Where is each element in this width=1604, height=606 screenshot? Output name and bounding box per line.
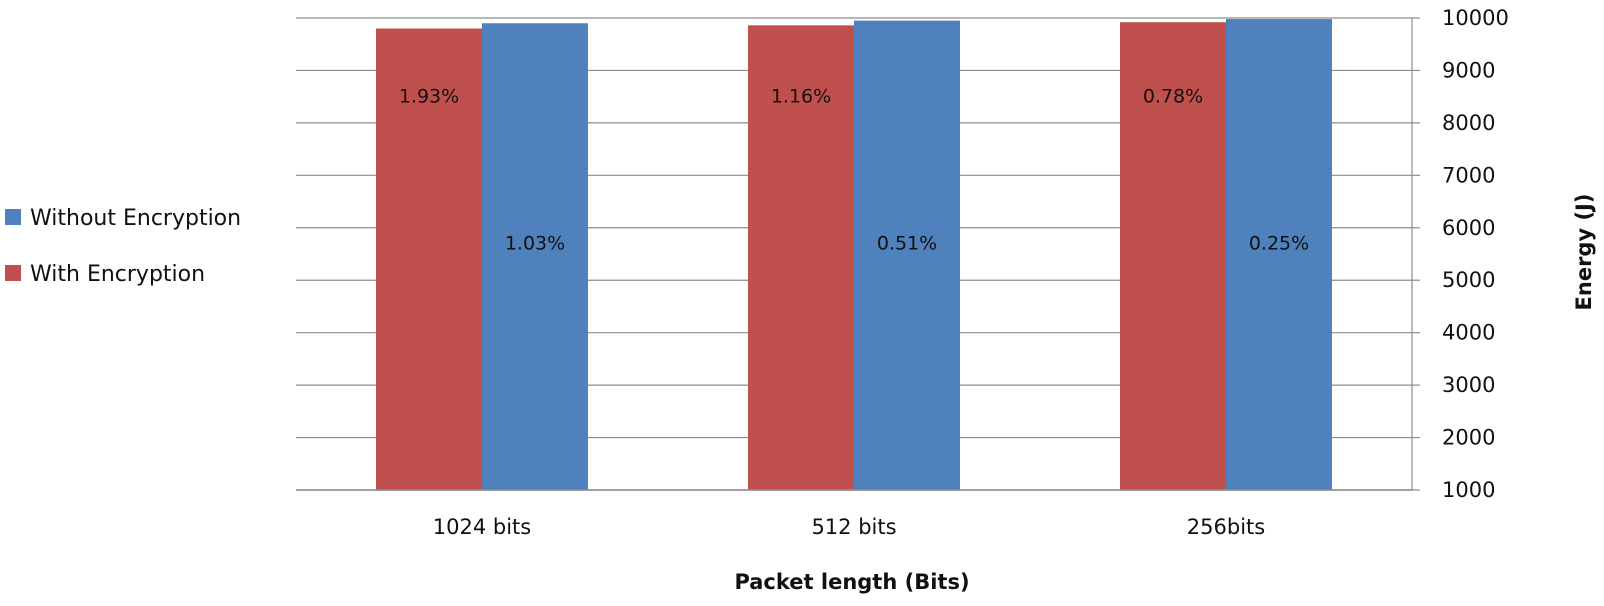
bars: [376, 19, 1332, 490]
bar-without-encryption: [854, 20, 960, 490]
bar-with-encryption: [376, 28, 482, 490]
data-label: 1.03%: [505, 232, 565, 254]
y-tick-label: 8000: [1442, 111, 1495, 135]
legend: Without Encryption With Encryption: [5, 206, 241, 287]
y-tick-label: 4000: [1442, 321, 1495, 345]
legend-swatch-with-encryption: [5, 265, 21, 281]
legend-swatch-without-encryption: [5, 209, 21, 225]
y-tick-label: 9000: [1442, 58, 1495, 82]
x-tick-label: 512 bits: [811, 515, 896, 539]
bar-without-encryption: [482, 23, 588, 490]
y-tick-label: 3000: [1442, 373, 1495, 397]
y-tick-label: 5000: [1442, 268, 1495, 292]
y-axis-title: Energy (J): [1572, 194, 1596, 311]
data-label: 0.78%: [1143, 85, 1203, 107]
data-label: 0.51%: [877, 232, 937, 254]
y-tick-label: 10000: [1442, 6, 1509, 30]
legend-label-without-encryption: Without Encryption: [30, 206, 241, 231]
data-labels: 1.93% 1.03% 1.16% 0.51% 0.78% 0.25%: [399, 85, 1309, 254]
bar-with-encryption: [1120, 22, 1226, 490]
bar-without-encryption: [1226, 19, 1332, 490]
y-tick-label: 1000: [1442, 478, 1495, 502]
data-label: 0.25%: [1249, 232, 1309, 254]
x-tick-label: 256bits: [1187, 515, 1265, 539]
data-label: 1.16%: [771, 85, 831, 107]
x-axis: 1024 bits 512 bits 256bits: [296, 489, 1412, 539]
x-tick-label: 1024 bits: [433, 515, 531, 539]
y-axis: 1000 2000 3000 4000 5000 6000 7000 8000 9000 1000…: [1411, 6, 1509, 502]
y-tick-label: 7000: [1442, 163, 1495, 187]
y-tick-label: 2000: [1442, 426, 1495, 450]
legend-label-with-encryption: With Encryption: [30, 262, 205, 287]
x-axis-title: Packet length (Bits): [734, 570, 969, 594]
y-tick-label: 6000: [1442, 216, 1495, 240]
data-label: 1.93%: [399, 85, 459, 107]
bar-with-encryption: [748, 25, 854, 490]
